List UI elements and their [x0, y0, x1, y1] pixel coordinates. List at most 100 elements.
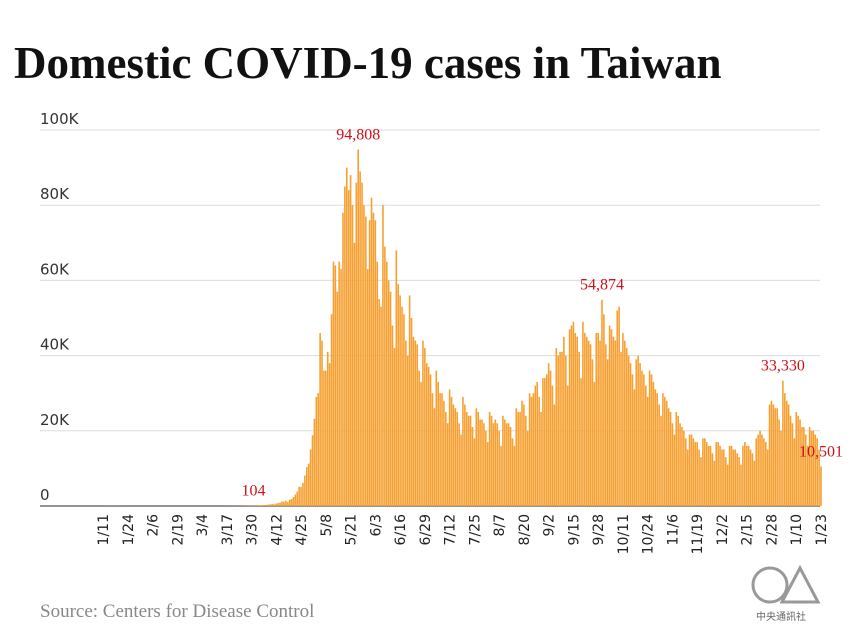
data-label: 104 [241, 483, 265, 500]
bar [304, 476, 306, 506]
bar [323, 371, 325, 506]
bar [548, 363, 550, 506]
bar [350, 175, 352, 506]
bar [428, 367, 430, 506]
bar [679, 423, 681, 506]
bar [264, 505, 266, 506]
bar [597, 333, 599, 506]
bar [792, 423, 794, 506]
bar [470, 416, 472, 506]
bar [491, 416, 493, 506]
bar [289, 500, 291, 506]
bar [586, 337, 588, 506]
source: Source: Centers for Disease Control [40, 601, 314, 622]
bar [329, 363, 331, 506]
bar [696, 442, 698, 506]
bar [312, 435, 314, 506]
bar [325, 371, 327, 506]
bar [666, 401, 668, 506]
bar [479, 420, 481, 506]
bar [624, 341, 626, 506]
bar [500, 446, 502, 506]
bar [316, 397, 318, 506]
bar [759, 431, 761, 506]
bar [725, 457, 727, 506]
bar [554, 404, 556, 506]
bar [493, 423, 495, 506]
bar [336, 292, 338, 506]
bar [489, 412, 491, 506]
bar [399, 295, 401, 506]
bar [780, 431, 782, 506]
bar [388, 280, 390, 506]
bar [474, 438, 476, 506]
bar [506, 423, 508, 506]
bar [723, 450, 725, 506]
bar [333, 262, 335, 506]
bar [268, 505, 270, 506]
bar [552, 386, 554, 506]
bar [274, 504, 276, 506]
bar [296, 492, 298, 506]
bar [573, 322, 575, 506]
bar [580, 378, 582, 506]
bar [765, 442, 767, 506]
bar [371, 198, 373, 506]
bar [498, 431, 500, 506]
bar [668, 408, 670, 506]
bar [754, 461, 756, 506]
bar [729, 446, 731, 506]
bar [453, 404, 455, 506]
bar [578, 352, 580, 506]
bar [710, 446, 712, 506]
bar [430, 374, 432, 506]
x-tick-label: 9/28 [591, 514, 607, 545]
bar [773, 404, 775, 506]
bar [794, 438, 796, 506]
x-tick-label: 2/19 [170, 514, 186, 545]
bar [643, 374, 645, 506]
bar [283, 501, 285, 506]
bar [531, 397, 533, 506]
x-tick-label: 12/2 [715, 514, 731, 545]
bar [748, 446, 750, 506]
bar [582, 322, 584, 506]
bar [630, 363, 632, 506]
bar [466, 412, 468, 506]
x-tick-label: 6/3 [368, 514, 384, 537]
y-tick-label: 0 [40, 486, 50, 504]
bar [420, 382, 422, 506]
bar [744, 442, 746, 506]
bar [698, 450, 700, 506]
x-tick-label: 1/11 [96, 514, 112, 545]
bar [416, 344, 418, 506]
y-tick-label: 80K [40, 185, 70, 203]
bar [327, 352, 329, 506]
bar [437, 382, 439, 506]
bar [674, 435, 676, 506]
bar [637, 356, 639, 506]
bar [279, 503, 281, 506]
bar [618, 307, 620, 506]
bar [533, 393, 535, 506]
bar [394, 348, 396, 506]
bar [550, 371, 552, 506]
bar [609, 326, 611, 506]
bar [611, 329, 613, 506]
bar [687, 450, 689, 506]
bar [342, 213, 344, 506]
bar [266, 505, 268, 506]
bar [575, 333, 577, 506]
bar [409, 295, 411, 506]
bar [298, 487, 300, 506]
bar [771, 401, 773, 506]
bar [778, 420, 780, 506]
bar [706, 442, 708, 506]
bar [601, 300, 603, 506]
bar [799, 420, 801, 506]
bar [262, 505, 264, 506]
bar [510, 427, 512, 506]
bar [738, 457, 740, 506]
bar [721, 450, 723, 506]
